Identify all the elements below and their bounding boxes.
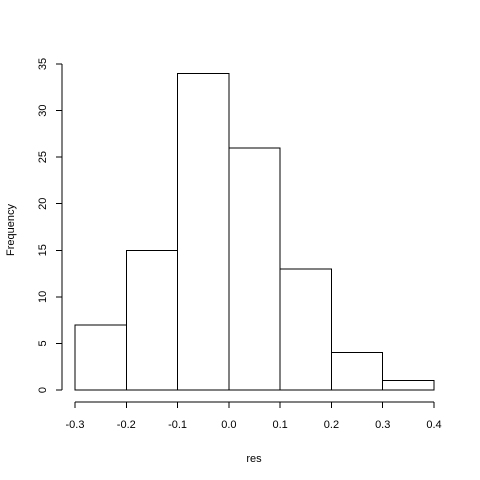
y-tick-label: 0: [37, 387, 49, 393]
histogram-bar: [177, 72, 230, 391]
x-tick-label: -0.1: [168, 419, 187, 431]
histogram-bar: [382, 380, 435, 391]
histogram-bar: [279, 268, 332, 391]
y-tick-label: 30: [37, 104, 49, 116]
bars-group: [74, 72, 435, 391]
x-tick-label: 0.2: [324, 419, 339, 431]
x-axis: -0.3 -0.2 -0.1 0.0 0.1 0.2 0.3 0.4: [66, 401, 442, 431]
y-axis-label: Frequency: [5, 204, 17, 256]
x-tick-label: 0.0: [221, 419, 236, 431]
x-tick-label: 0.4: [426, 419, 441, 431]
histogram-bar: [330, 352, 384, 391]
histogram-bar: [228, 147, 281, 391]
y-tick-label: 20: [37, 198, 49, 210]
y-tick-label: 5: [37, 340, 49, 346]
x-tick-label: 0.3: [375, 419, 390, 431]
y-axis: 0 5 10 15 20 25 30 35: [37, 58, 63, 393]
y-tick-label: 25: [37, 151, 49, 163]
x-tick-label: -0.3: [66, 419, 85, 431]
x-tick-label: 0.1: [272, 419, 287, 431]
x-tick-label: -0.2: [117, 419, 136, 431]
y-tick-label: 15: [37, 244, 49, 256]
histogram-bar: [125, 249, 179, 391]
x-axis-label: res: [246, 453, 262, 465]
histogram-bar: [74, 324, 127, 391]
y-tick-label: 10: [37, 291, 49, 303]
y-tick-label: 35: [37, 58, 49, 70]
